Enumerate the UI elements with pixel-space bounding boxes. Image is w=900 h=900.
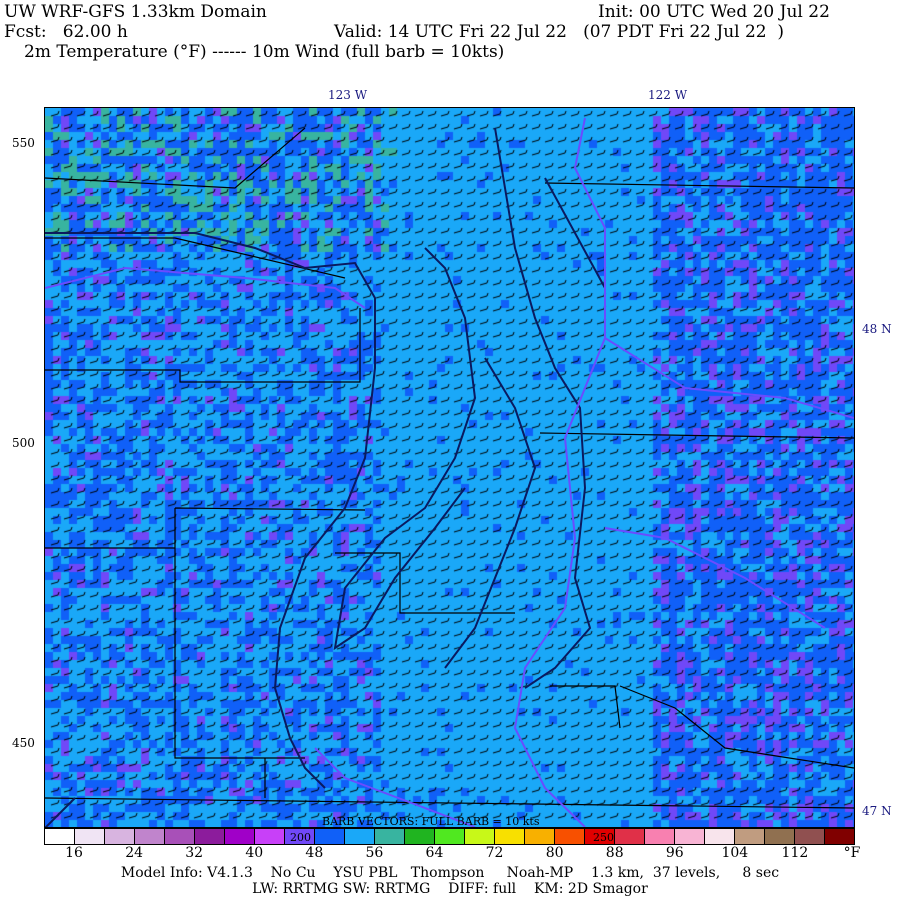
lon-label-123w: 123 W — [328, 88, 368, 102]
colorbar-swatch — [735, 829, 765, 844]
model-physics: LW: RRTMG SW: RRTMG DIFF: full KM: 2D Sm… — [252, 881, 648, 897]
colorbar-swatch — [405, 829, 435, 844]
grid-label-550: 550 — [12, 136, 35, 150]
colorbar-swatch — [345, 829, 375, 844]
grid-label-450: 450 — [12, 736, 35, 750]
colorbar-swatch — [495, 829, 525, 844]
colorbar-swatch — [645, 829, 675, 844]
colorbar-swatch — [465, 829, 495, 844]
colorbar-swatch — [705, 829, 735, 844]
barb-vectors-note: BARB VECTORS: FULL BARB = 10 kts — [322, 815, 540, 828]
lat-label-47n: 47 N — [862, 804, 892, 818]
colorbar-swatch — [825, 829, 854, 844]
colorbar-swatch — [225, 829, 255, 844]
field-description: 2m Temperature (°F) ------ 10m Wind (ful… — [24, 42, 505, 62]
colorbar-tick-label: 88 — [605, 845, 624, 861]
colorbar-swatch — [525, 829, 555, 844]
colorbar-tick-label: 48 — [305, 845, 324, 861]
colorbar-swatch — [315, 829, 345, 844]
colorbar-swatch — [585, 829, 615, 844]
lat-label-48n: 48 N — [862, 322, 892, 336]
colorbar-overlay-200: 200 — [290, 831, 311, 844]
river — [45, 117, 854, 827]
map-overlay — [45, 117, 854, 827]
colorbar-tick-label: 72 — [485, 845, 504, 861]
water-coastline — [45, 127, 606, 827]
temperature-colorbar — [44, 828, 855, 845]
grid-label-500: 500 — [12, 436, 35, 450]
state-boundary — [45, 127, 854, 809]
model-info: Model Info: V4.1.3 No Cu YSU PBL Thompso… — [120, 865, 780, 881]
init-time: Init: 00 UTC Wed 20 Jul 22 — [598, 2, 830, 22]
colorbar-swatch — [285, 829, 315, 844]
colorbar-swatch — [45, 829, 75, 844]
colorbar-tick-label: 112 — [781, 845, 809, 861]
colorbar-swatch — [165, 829, 195, 844]
colorbar-swatch — [795, 829, 825, 844]
colorbar-swatch — [255, 829, 285, 844]
colorbar-swatch — [75, 829, 105, 844]
colorbar-swatch — [615, 829, 645, 844]
colorbar-tick-label: 64 — [425, 845, 444, 861]
colorbar-overlay-250: 250 — [593, 831, 614, 844]
colorbar-tick-label: 24 — [125, 845, 144, 861]
forecast-hour: Fcst: 62.00 h — [4, 22, 128, 42]
colorbar-unit: °F — [843, 845, 861, 861]
colorbar-swatch — [555, 829, 585, 844]
colorbar-swatch — [195, 829, 225, 844]
colorbar-tick-label: 32 — [185, 845, 204, 861]
colorbar-swatch — [675, 829, 705, 844]
colorbar-tick-label: 40 — [245, 845, 264, 861]
colorbar-tick-label: 16 — [65, 845, 83, 861]
colorbar-tick-label: 80 — [545, 845, 564, 861]
colorbar-swatch — [135, 829, 165, 844]
temperature-wind-map: BARB VECTORS: FULL BARB = 10 kts — [44, 107, 855, 828]
valid-time: Valid: 14 UTC Fri 22 Jul 22 (07 PDT Fri … — [334, 22, 785, 42]
colorbar-tick-label: 104 — [721, 845, 749, 861]
map-title: UW WRF-GFS 1.33km Domain — [4, 2, 267, 22]
colorbar-swatch — [435, 829, 465, 844]
colorbar-swatch — [375, 829, 405, 844]
colorbar-tick-label: 56 — [365, 845, 384, 861]
colorbar-swatch — [765, 829, 795, 844]
colorbar-swatch — [105, 829, 135, 844]
lon-label-122w: 122 W — [648, 88, 688, 102]
colorbar-tick-label: 96 — [665, 845, 684, 861]
